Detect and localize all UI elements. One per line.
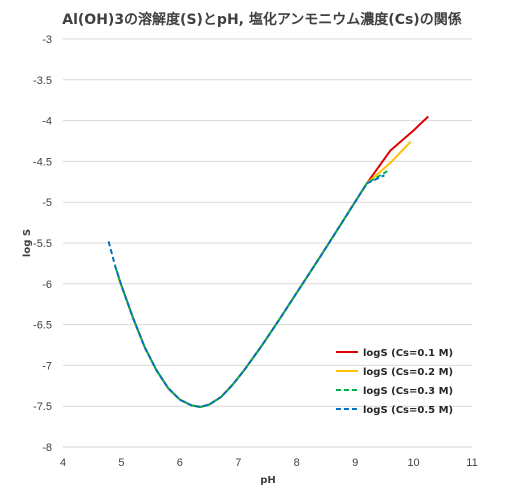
y-tick-label: -5 [42,197,52,209]
x-tick-label: 7 [235,457,241,469]
y-tick-label: -4.5 [33,156,52,168]
legend-label-1: logS (Cs=0.1 M) [363,348,453,359]
x-tick-labels: 4 5 6 7 8 9 10 11 [60,457,478,469]
x-tick-label: 10 [407,457,419,469]
x-tick-label: 9 [352,457,358,469]
y-tick-label: -6.5 [33,320,52,332]
series-lines [107,115,429,408]
x-tick-label: 5 [118,457,124,469]
legend-label-3: logS (Cs=0.3 M) [363,386,453,397]
legend: logS (Cs=0.1 M) logS (Cs=0.2 M) logS (Cs=0… [336,348,453,416]
y-tick-label: -7.5 [33,401,52,413]
y-axis-label: log S [22,229,33,257]
y-tick-label: -8 [42,442,52,454]
y-tick-label: -3.5 [33,75,52,87]
x-tick-label: 8 [294,457,300,469]
y-tick-label: -4 [42,116,52,128]
x-tick-label: 4 [60,457,66,469]
y-tick-label: -6 [42,279,52,291]
x-tick-label: 6 [177,457,183,469]
x-tick-label: 11 [466,457,477,469]
y-tick-labels: -3 -3.5 -4 -4.5 -5 -5.5 -6 -6.5 -7 -7.5 -8 [33,34,52,454]
legend-label-4: logS (Cs=0.5 M) [363,405,453,416]
y-tick-label: -3 [42,34,52,46]
legend-label-2: logS (Cs=0.2 M) [363,367,453,378]
chart-title: Al(OH)3の溶解度(S)とpH, 塩化アンモニウム濃度(Cs)の関係 [62,11,461,28]
x-axis-label: pH [260,475,276,486]
series-line-4 [107,174,385,408]
y-tick-label: -7 [42,360,52,372]
y-tick-label: -5.5 [33,238,52,250]
